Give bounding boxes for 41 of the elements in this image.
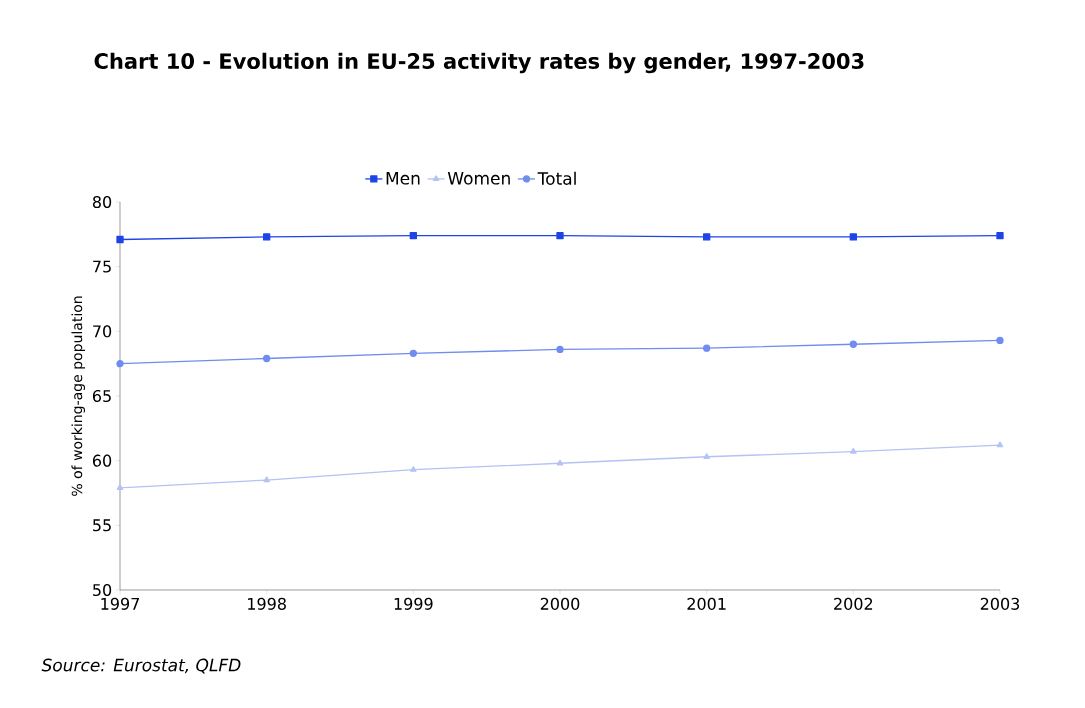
y-tick-label: 65 bbox=[92, 389, 111, 403]
point bbox=[996, 336, 1004, 345]
x-tick-label: 2001 bbox=[687, 597, 726, 610]
point bbox=[409, 231, 417, 240]
point bbox=[703, 344, 711, 352]
x-tick-label: 1998 bbox=[248, 597, 286, 610]
y-tick-label: 70 bbox=[93, 325, 112, 338]
y-tick-label: 60 bbox=[92, 454, 112, 467]
point bbox=[263, 476, 270, 483]
x-tick-label: 1997 bbox=[101, 597, 139, 610]
point bbox=[703, 453, 710, 459]
legend-label: Total bbox=[537, 171, 576, 185]
point bbox=[556, 231, 564, 240]
point bbox=[556, 459, 564, 466]
point bbox=[409, 349, 417, 357]
point bbox=[556, 345, 564, 354]
point bbox=[116, 360, 124, 368]
y-tick-label: 55 bbox=[93, 519, 111, 532]
legend-label: Men bbox=[386, 172, 420, 185]
y-tick-label: 75 bbox=[93, 260, 111, 273]
x-tick-label: 2002 bbox=[834, 597, 873, 610]
point bbox=[850, 447, 857, 454]
chart-title: Chart 10 - Evolution in EU-25 activity rates by gender, 1997-2003 bbox=[94, 52, 864, 74]
text: Source: Eurostat, QLFD bbox=[41, 658, 241, 674]
point bbox=[703, 233, 711, 241]
legend-label: Women bbox=[447, 172, 510, 185]
y-tick-label: 50 bbox=[93, 583, 112, 597]
x-tick-label: 2000 bbox=[540, 597, 580, 610]
point bbox=[996, 441, 1004, 448]
y-tick-label: 80 bbox=[92, 195, 112, 209]
point bbox=[116, 484, 124, 490]
point bbox=[849, 233, 857, 241]
y-axis-title: % of working-age population bbox=[71, 296, 85, 496]
x-tick-label: 1999 bbox=[394, 597, 433, 610]
point bbox=[263, 233, 271, 241]
point bbox=[410, 466, 417, 472]
point bbox=[849, 340, 857, 348]
point bbox=[996, 231, 1004, 240]
x-tick-label: 2003 bbox=[980, 597, 1020, 610]
point bbox=[263, 354, 271, 363]
point bbox=[116, 235, 124, 244]
